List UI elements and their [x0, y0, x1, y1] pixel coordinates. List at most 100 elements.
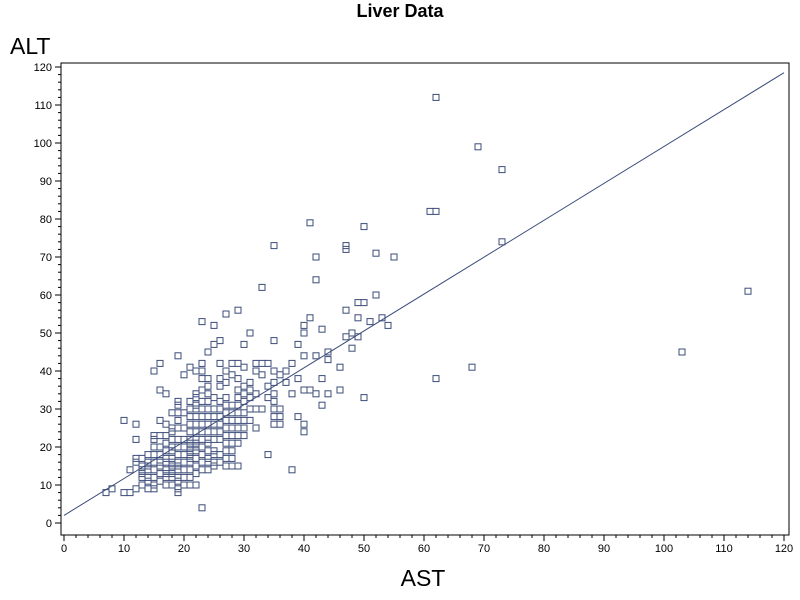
data-point [174, 409, 182, 417]
data-point [222, 424, 230, 432]
data-point [258, 371, 266, 379]
data-point [228, 447, 236, 455]
data-point [246, 394, 254, 402]
x-tick-label: 30 [238, 543, 250, 555]
data-point [174, 401, 182, 409]
data-point [288, 466, 296, 474]
data-point [234, 359, 242, 367]
data-point [216, 413, 224, 421]
data-point [240, 340, 248, 348]
data-point [222, 432, 230, 440]
data-point [204, 454, 212, 462]
y-tick-label: 50 [40, 328, 52, 340]
data-point [198, 386, 206, 394]
data-point [198, 466, 206, 474]
y-tick-label: 30 [40, 404, 52, 416]
data-point [168, 447, 176, 455]
data-point [162, 420, 170, 428]
data-point [228, 432, 236, 440]
data-point [210, 435, 218, 443]
x-tick-label: 20 [178, 543, 190, 555]
data-point [174, 435, 182, 443]
data-point [222, 447, 230, 455]
data-point [342, 306, 350, 314]
data-point [498, 238, 506, 246]
data-point [354, 299, 362, 307]
data-point [162, 390, 170, 398]
data-point [324, 356, 332, 364]
data-point [228, 371, 236, 379]
data-point [150, 432, 158, 440]
data-point [318, 401, 326, 409]
data-point [216, 405, 224, 413]
data-point [186, 397, 194, 405]
data-point [204, 458, 212, 466]
data-point [156, 458, 164, 466]
data-point [198, 451, 206, 459]
data-point [162, 458, 170, 466]
data-point [270, 390, 278, 398]
x-tick-label: 10 [118, 543, 130, 555]
data-point [282, 378, 290, 386]
data-point [186, 443, 194, 451]
data-point [276, 420, 284, 428]
data-point [192, 443, 200, 451]
data-point [138, 454, 146, 462]
data-point [108, 485, 116, 493]
data-point [270, 397, 278, 405]
data-point [174, 458, 182, 466]
data-point [204, 348, 212, 356]
data-point [258, 283, 266, 291]
data-point [156, 451, 164, 459]
y-tick-label: 20 [40, 442, 52, 454]
x-tick-label: 80 [538, 543, 550, 555]
data-point [198, 318, 206, 326]
data-point [228, 359, 236, 367]
data-point [168, 454, 176, 462]
data-point [204, 405, 212, 413]
data-points [102, 93, 752, 512]
data-point [312, 390, 320, 398]
data-point [174, 462, 182, 470]
x-tick-label: 50 [358, 543, 370, 555]
data-point [360, 299, 368, 307]
data-point [210, 405, 218, 413]
data-point [426, 207, 434, 215]
data-point [102, 489, 110, 497]
data-point [186, 454, 194, 462]
data-point [186, 451, 194, 459]
data-point [174, 416, 182, 424]
data-point [294, 413, 302, 421]
data-point [228, 454, 236, 462]
regression-line [63, 72, 785, 516]
data-point [498, 166, 506, 174]
data-point [174, 451, 182, 459]
data-point [132, 420, 140, 428]
data-point [342, 242, 350, 250]
data-point [246, 329, 254, 337]
x-tick-label: 90 [598, 543, 610, 555]
data-point [162, 473, 170, 481]
data-point [390, 253, 398, 261]
data-point [222, 454, 230, 462]
y-tick-label: 60 [40, 290, 52, 302]
data-point [174, 477, 182, 485]
data-point [174, 397, 182, 405]
data-point [126, 466, 134, 474]
data-point [366, 318, 374, 326]
data-point [246, 416, 254, 424]
data-point [228, 416, 236, 424]
data-point [318, 325, 326, 333]
data-point [192, 447, 200, 455]
data-point [240, 432, 248, 440]
data-point [168, 435, 176, 443]
data-point [204, 390, 212, 398]
data-point [198, 359, 206, 367]
data-point [144, 473, 152, 481]
data-point [222, 367, 230, 375]
data-point [216, 382, 224, 390]
data-point [264, 382, 272, 390]
data-point [300, 428, 308, 436]
x-tick-label: 110 [715, 543, 733, 555]
